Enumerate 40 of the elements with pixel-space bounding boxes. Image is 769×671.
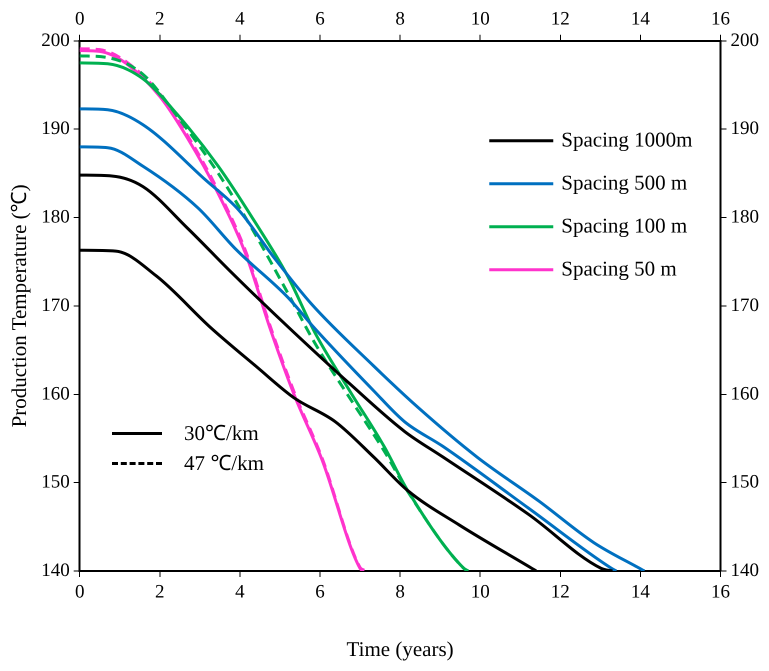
y-tick-label: 190 <box>41 118 70 140</box>
y-tick-label: 170 <box>41 294 70 316</box>
x-axis-title: Time (years) <box>346 636 454 661</box>
x-tick-label: 4 <box>235 581 246 602</box>
x-tick-label: 12 <box>550 581 570 602</box>
y2-tick-label: 170 <box>730 294 759 316</box>
x-tick-label: 16 <box>711 581 730 602</box>
x2-tick-label: 12 <box>550 8 570 30</box>
y-tick-label: 150 <box>41 472 70 493</box>
x-tick-label: 6 <box>315 581 325 602</box>
x-tick-label: 2 <box>155 581 165 602</box>
x2-tick-label: 2 <box>155 8 165 30</box>
y-axis-title: Production Temperature (℃) <box>7 184 32 428</box>
y-tick-label: 200 <box>41 30 70 51</box>
y2-tick-label: 200 <box>730 30 759 51</box>
y2-tick-label: 150 <box>730 472 759 493</box>
legend-label: Spacing 500 m <box>561 170 688 194</box>
y2-tick-label: 190 <box>730 118 759 140</box>
x-tick-label: 10 <box>470 581 490 602</box>
x2-tick-label: 0 <box>74 8 84 30</box>
x2-tick-label: 10 <box>470 8 490 30</box>
y2-tick-label: 160 <box>730 383 759 404</box>
x2-tick-label: 8 <box>395 8 405 30</box>
x2-tick-label: 6 <box>315 8 325 30</box>
x2-tick-label: 14 <box>630 8 650 30</box>
annotation: 30℃/km <box>184 420 259 447</box>
y2-tick-label: 140 <box>730 560 759 581</box>
legend-label: Spacing 1000m <box>561 127 693 152</box>
x-tick-label: 14 <box>630 581 650 602</box>
y2-tick-label: 180 <box>730 206 759 228</box>
x2-tick-label: 16 <box>711 8 730 30</box>
x-tick-label: 0 <box>74 581 84 602</box>
x2-tick-label: 4 <box>235 8 246 30</box>
y-tick-label: 140 <box>41 560 70 581</box>
y-tick-label: 160 <box>41 383 70 404</box>
y-tick-label: 180 <box>41 206 70 228</box>
legend-label: Spacing 100 m <box>561 213 688 238</box>
x-tick-label: 8 <box>395 581 405 602</box>
legend-label: Spacing 50 m <box>561 256 677 280</box>
annotation: 47 ℃/km <box>184 450 264 477</box>
